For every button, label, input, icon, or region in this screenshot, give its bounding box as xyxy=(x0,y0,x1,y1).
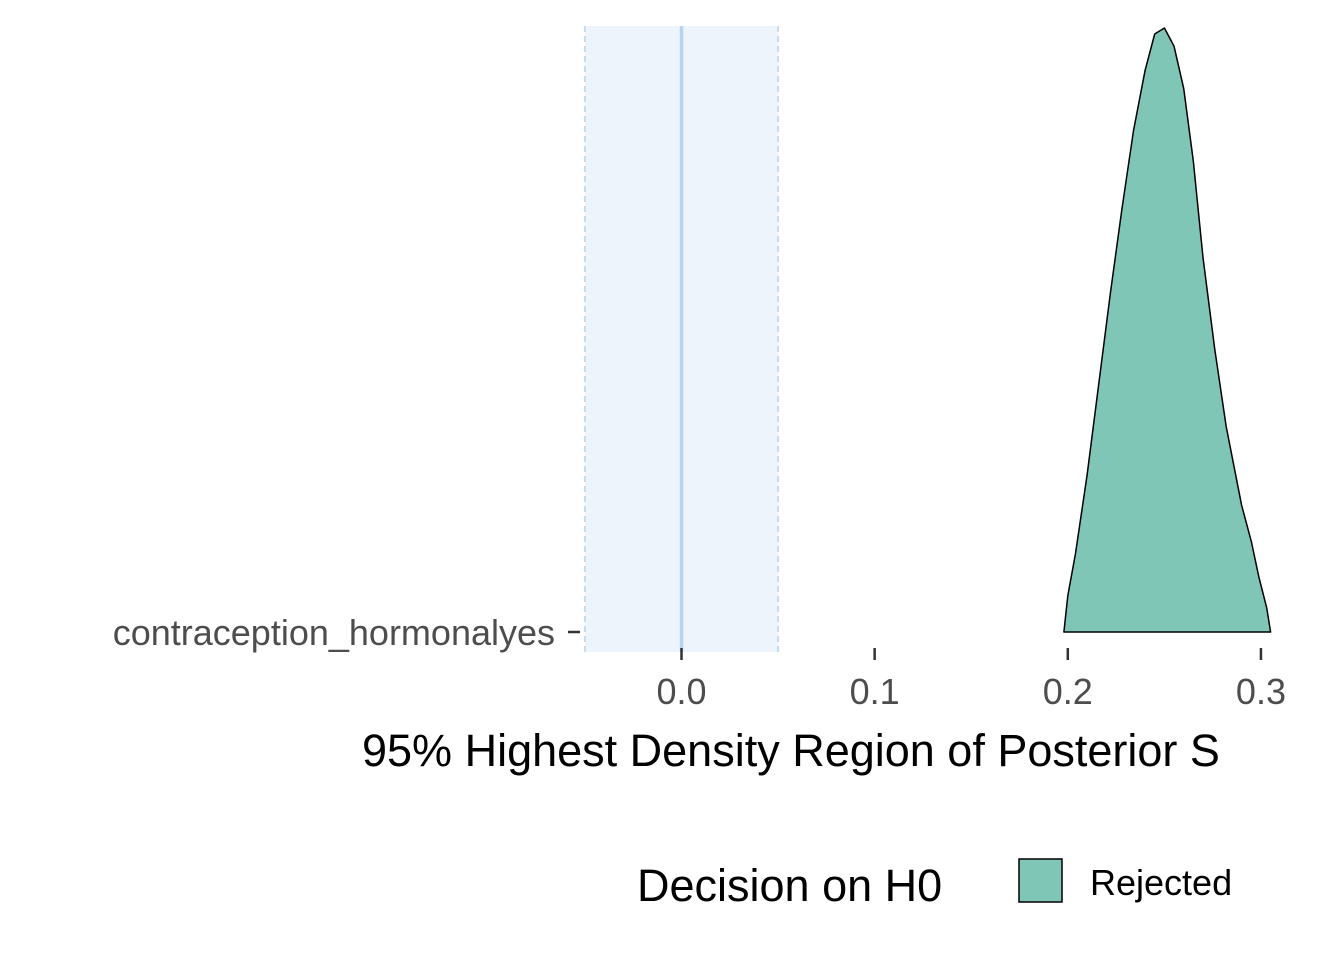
x-axis-title: 95% Highest Density Region of Posterior … xyxy=(362,725,1220,776)
legend-key-rejected xyxy=(1018,858,1063,903)
legend-label-rejected: Rejected xyxy=(1090,862,1232,903)
density-series xyxy=(1063,27,1272,633)
legend-title: Decision on H0 xyxy=(637,860,942,911)
x-tick-label: 0.3 xyxy=(1236,671,1286,712)
density-area-contraception_hormonalyes xyxy=(1063,27,1272,633)
legend: Decision on H0 Rejected xyxy=(637,858,1232,911)
x-tick-label: 0.2 xyxy=(1043,671,1093,712)
x-axis: 0.0 0.1 0.2 0.3 xyxy=(656,648,1286,712)
y-tick-label: contraception_hormonalyes xyxy=(113,612,555,653)
y-axis: contraception_hormonalyes xyxy=(113,612,580,653)
x-tick-label: 0.0 xyxy=(656,671,706,712)
x-tick-label: 0.1 xyxy=(850,671,900,712)
